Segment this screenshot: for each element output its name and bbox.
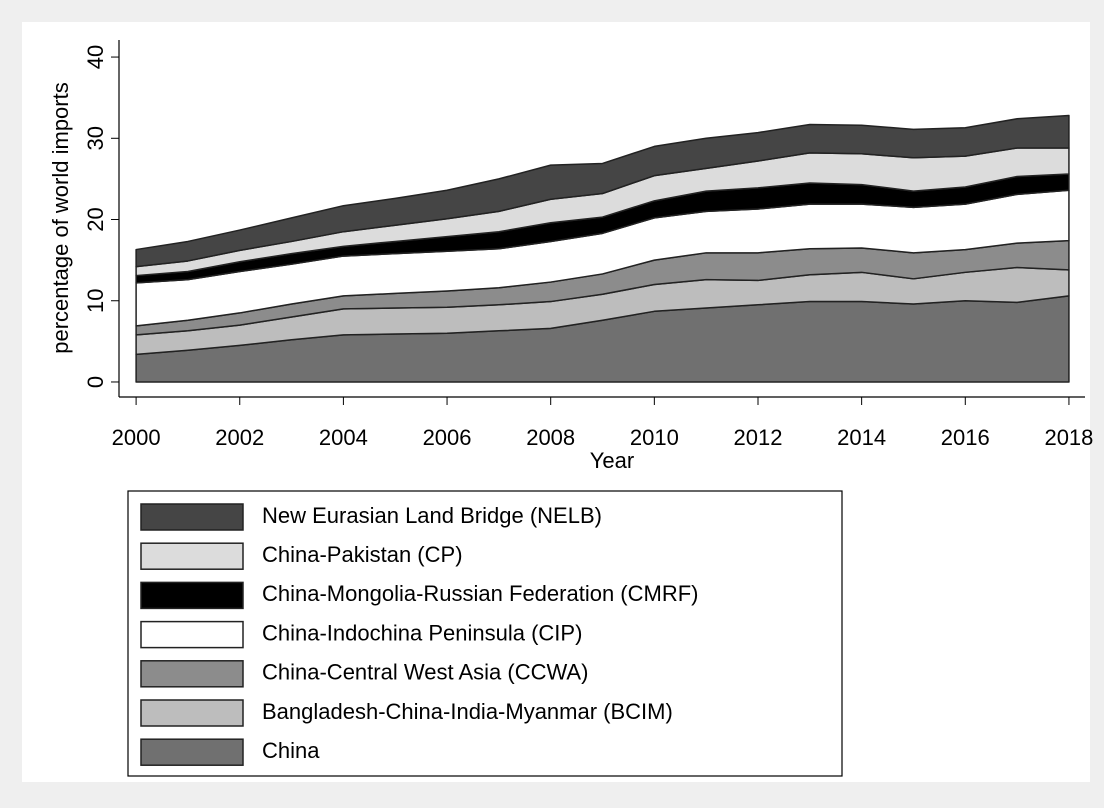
legend-label: China-Indochina Peninsula (CIP) xyxy=(262,620,582,645)
legend-swatch xyxy=(140,581,244,610)
x-tick-label: 2008 xyxy=(526,425,575,450)
legend-label: New Eurasian Land Bridge (NELB) xyxy=(262,503,602,528)
legend-label: China-Central West Asia (CCWA) xyxy=(262,660,588,685)
legend-label: China-Mongolia-Russian Federation (CMRF) xyxy=(262,581,699,606)
x-tick-label: 2016 xyxy=(941,425,990,450)
x-tick-label: 2004 xyxy=(319,425,368,450)
x-tick-label: 2014 xyxy=(837,425,886,450)
legend-swatch xyxy=(140,738,244,766)
legend-swatch xyxy=(140,503,244,531)
x-tick-label: 2000 xyxy=(112,425,161,450)
legend-swatch xyxy=(140,699,244,727)
legend-label: China xyxy=(262,738,320,763)
legend-swatch xyxy=(140,660,244,688)
legend-box xyxy=(127,490,843,777)
y-tick-label: 10 xyxy=(83,289,108,313)
legend-label: Bangladesh-China-India-Myanmar (BCIM) xyxy=(262,699,673,724)
x-axis-label: Year xyxy=(590,448,634,473)
x-tick-label: 2012 xyxy=(734,425,783,450)
x-tick-label: 2018 xyxy=(1044,425,1093,450)
legend-label: China-Pakistan (CP) xyxy=(262,542,463,567)
y-tick-label: 30 xyxy=(83,126,108,150)
area xyxy=(135,114,1070,268)
legend-swatch xyxy=(140,542,244,570)
y-axis-label: percentage of world imports xyxy=(48,82,73,353)
x-tick-label: 2006 xyxy=(423,425,472,450)
x-tick-label: 2002 xyxy=(215,425,264,450)
y-tick-label: 20 xyxy=(83,207,108,231)
y-tick-label: 0 xyxy=(83,376,108,388)
legend-swatch xyxy=(140,620,244,649)
x-tick-label: 2010 xyxy=(630,425,679,450)
y-tick-label: 40 xyxy=(83,45,108,69)
